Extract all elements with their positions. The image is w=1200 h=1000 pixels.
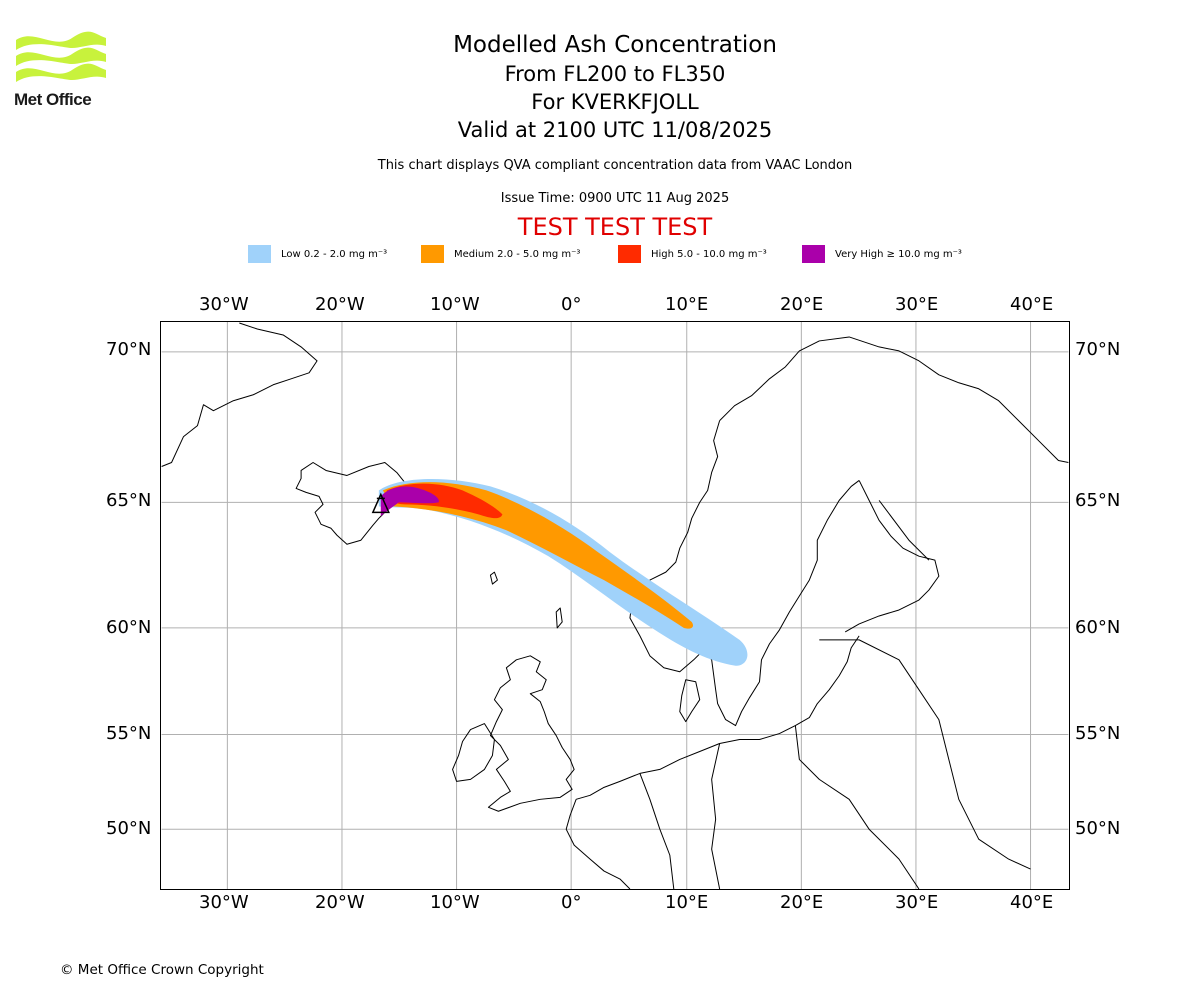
lon-tick-top-10w: 10°W xyxy=(430,294,480,315)
volcano-name: For KVERKFJOLL xyxy=(531,90,699,114)
legend-item-medium: Medium 2.0 - 5.0 mg m⁻³ xyxy=(421,244,580,264)
lon-tick-top-0: 0° xyxy=(561,294,582,315)
test-banner: TEST TEST TEST xyxy=(517,213,713,241)
legend-swatch-very-high xyxy=(802,245,825,263)
graticule xyxy=(161,322,1069,889)
lat-tick-right-60n: 60°N xyxy=(1075,617,1121,638)
legend-label-high: High 5.0 - 10.0 mg m⁻³ xyxy=(651,248,767,260)
legend-label-medium: Medium 2.0 - 5.0 mg m⁻³ xyxy=(454,248,581,260)
coast-northern-scandinavia xyxy=(719,336,1069,463)
lat-tick-right-50n: 50°N xyxy=(1075,818,1121,839)
lon-tick-bottom-30w: 30°W xyxy=(199,892,249,913)
coast-iceland xyxy=(295,462,416,545)
lon-tick-top-20w: 20°W xyxy=(315,294,365,315)
valid-time: Valid at 2100 UTC 11/08/2025 xyxy=(457,118,773,142)
lon-tick-top-40e: 40°E xyxy=(1010,294,1054,315)
issue-time: Issue Time: 0900 UTC 11 Aug 2025 xyxy=(500,191,730,206)
legend-item-very-high: Very High ≥ 10.0 mg m⁻³ xyxy=(802,244,962,264)
lat-tick-left-50n: 50°N xyxy=(106,818,152,839)
border-baltic-belarus xyxy=(819,639,1031,870)
lat-tick-left-60n: 60°N xyxy=(106,617,152,638)
legend-label-low: Low 0.2 - 2.0 mg m⁻³ xyxy=(281,248,388,260)
border-finland-russia xyxy=(878,500,930,561)
coast-ireland xyxy=(452,723,495,782)
ash-region-very-high xyxy=(380,486,439,517)
legend-item-high: High 5.0 - 10.0 mg m⁻³ xyxy=(618,244,767,264)
lon-tick-top-10e: 10°E xyxy=(665,294,709,315)
met-office-logo: Met Office xyxy=(14,30,108,112)
lon-tick-bottom-10w: 10°W xyxy=(430,892,480,913)
lat-tick-right-65n: 65°N xyxy=(1075,490,1121,511)
ash-region-low xyxy=(378,479,748,666)
coast-shetland xyxy=(555,607,563,629)
coast-faroe xyxy=(489,571,498,585)
lon-tick-bottom-30e: 30°E xyxy=(895,892,939,913)
lon-tick-bottom-20e: 20°E xyxy=(780,892,824,913)
lat-tick-left-70n: 70°N xyxy=(106,339,152,360)
map-canvas xyxy=(161,322,1069,889)
lon-tick-bottom-20w: 20°W xyxy=(315,892,365,913)
copyright: © Met Office Crown Copyright xyxy=(60,962,264,978)
coast-france-west xyxy=(565,799,631,889)
volcano-marker-icon xyxy=(371,492,390,514)
coast-norway-sweden xyxy=(629,420,860,727)
coast-great-britain xyxy=(487,655,575,812)
lon-tick-bottom-40e: 40°E xyxy=(1010,892,1054,913)
coast-continental-europe xyxy=(576,635,860,800)
chart-title: Modelled Ash Concentration xyxy=(453,32,777,58)
legend-label-very-high: Very High ≥ 10.0 mg m⁻³ xyxy=(835,248,962,260)
met-office-wave-icon xyxy=(16,31,106,82)
lon-tick-top-30w: 30°W xyxy=(199,294,249,315)
flight-level-range: From FL200 to FL350 xyxy=(504,62,726,86)
coast-finland xyxy=(844,480,940,633)
coastlines xyxy=(161,322,1069,889)
lon-tick-bottom-10e: 10°E xyxy=(665,892,709,913)
legend-item-low: Low 0.2 - 2.0 mg m⁻³ xyxy=(248,244,387,264)
lon-tick-top-20e: 20°E xyxy=(780,294,824,315)
lat-tick-left-55n: 55°N xyxy=(106,723,152,744)
legend-swatch-low xyxy=(248,245,271,263)
lat-tick-left-65n: 65°N xyxy=(106,490,152,511)
logo-text: Met Office xyxy=(14,90,92,109)
map-frame xyxy=(160,321,1070,890)
legend-swatch-high xyxy=(618,245,641,263)
title-block: Modelled Ash Concentration From FL200 to… xyxy=(300,30,930,144)
lat-tick-right-55n: 55°N xyxy=(1075,723,1121,744)
lon-tick-top-30e: 30°E xyxy=(895,294,939,315)
coast-greenland xyxy=(161,322,318,467)
qva-note: This chart displays QVA compliant concen… xyxy=(377,158,853,173)
lon-tick-bottom-0: 0° xyxy=(561,892,582,913)
lat-tick-right-70n: 70°N xyxy=(1075,339,1121,360)
border-east xyxy=(794,725,920,889)
legend-swatch-medium xyxy=(421,245,444,263)
border-germany-poland xyxy=(711,743,721,889)
border-west xyxy=(639,773,675,889)
coast-denmark xyxy=(679,679,701,723)
